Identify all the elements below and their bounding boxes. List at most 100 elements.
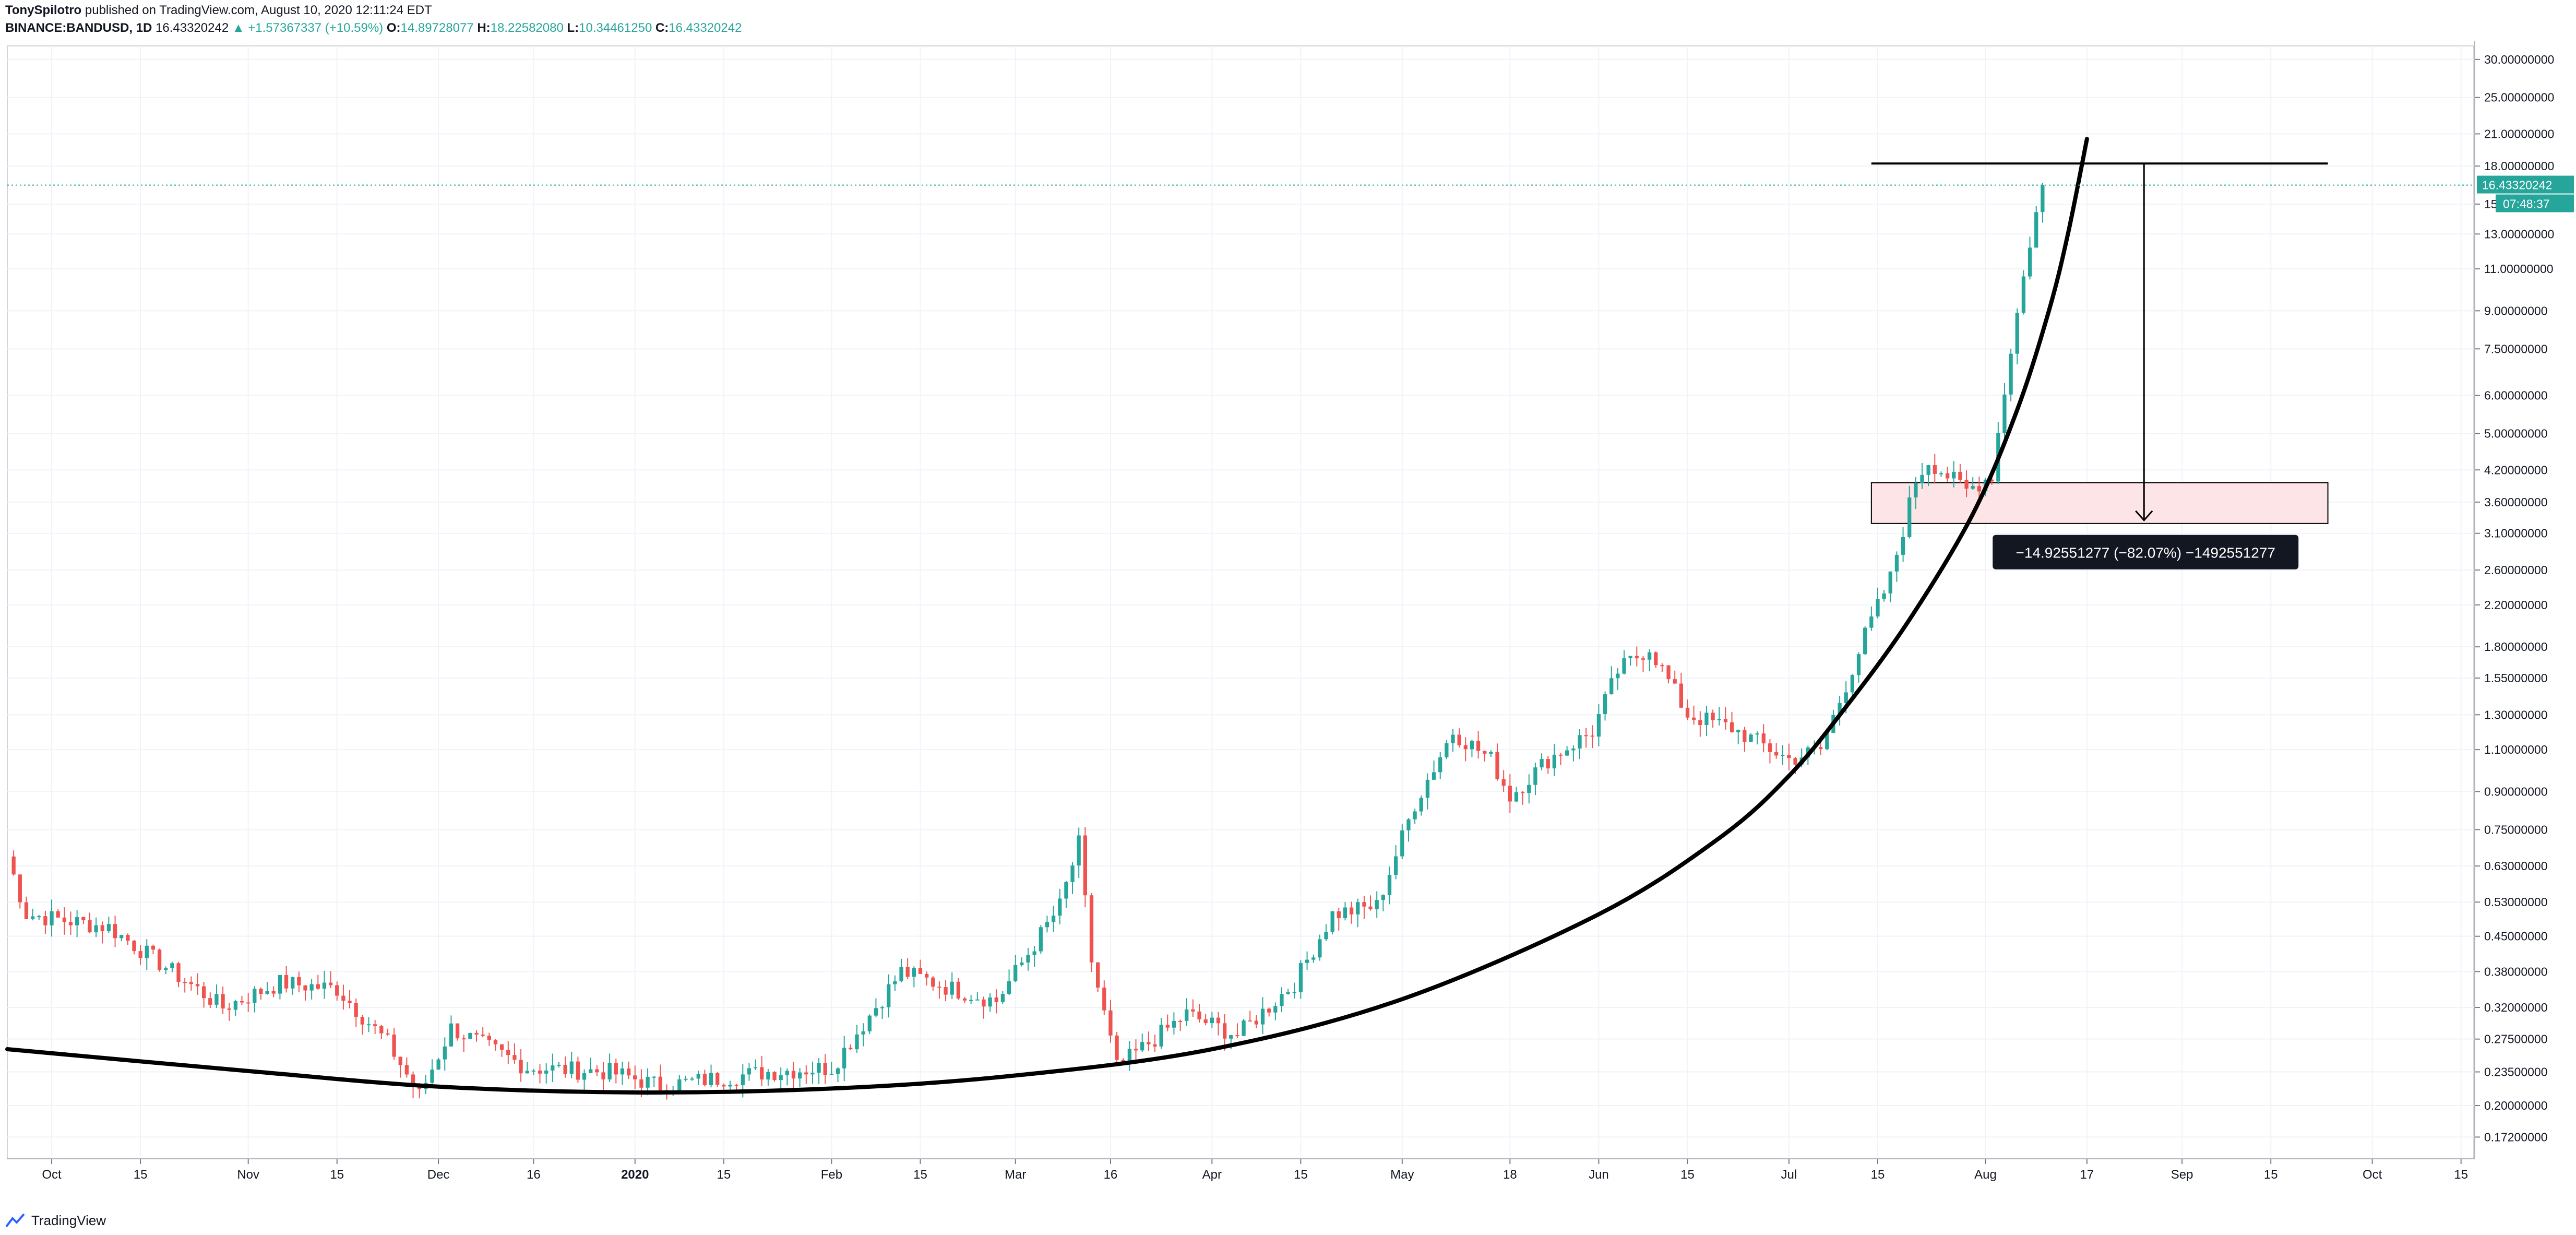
- candle-body: [151, 945, 156, 950]
- candle-body: [208, 998, 212, 1005]
- candle-body: [1508, 786, 1512, 802]
- candle-body: [874, 1008, 878, 1016]
- candle-body: [512, 1055, 517, 1060]
- candle-body: [1876, 599, 1880, 617]
- candle-body: [519, 1060, 523, 1074]
- candle-body: [899, 967, 903, 981]
- candle-body: [1679, 683, 1684, 708]
- candle-body: [823, 1063, 827, 1075]
- candle-body: [1286, 992, 1290, 994]
- candle-body: [1425, 779, 1430, 798]
- candle-body: [867, 1015, 872, 1031]
- candle-body: [1654, 652, 1658, 666]
- y-tick-label: 4.20000000: [2484, 463, 2548, 477]
- candle-body: [1540, 759, 1544, 768]
- candle-body: [120, 935, 124, 939]
- candle-body: [988, 997, 992, 1007]
- candle-body: [1298, 963, 1303, 992]
- candle-body: [1850, 675, 1855, 693]
- y-tick-label: 0.23500000: [2484, 1065, 2548, 1079]
- candle-body: [551, 1065, 555, 1071]
- candle-body: [30, 916, 35, 919]
- candle-body: [1362, 902, 1366, 907]
- candle-body: [1026, 955, 1030, 963]
- candle-body: [1596, 714, 1601, 737]
- candle-body: [227, 1008, 231, 1010]
- candle-body: [1768, 743, 1772, 752]
- candle-body: [1445, 743, 1449, 757]
- candle-body: [1172, 1020, 1176, 1028]
- x-tick-label: Mar: [1005, 1168, 1026, 1182]
- candle-body: [1616, 673, 1620, 679]
- candle-body: [1673, 679, 1677, 684]
- candle-body: [747, 1068, 752, 1075]
- candle-body: [2021, 276, 2026, 313]
- candle-body: [639, 1079, 643, 1088]
- candle-body: [88, 920, 92, 933]
- candle-body: [265, 991, 269, 994]
- candle-body: [1743, 730, 1747, 742]
- candle-body: [1514, 792, 1519, 802]
- candle-body: [271, 991, 276, 994]
- y-tick-label: 6.00000000: [2484, 389, 2548, 402]
- candle-body: [1964, 480, 1969, 489]
- candle-body: [1901, 537, 1905, 555]
- symbol-label[interactable]: BINANCE:BANDUSD, 1D: [5, 21, 152, 35]
- x-tick-label: Jun: [1589, 1168, 1609, 1182]
- tradingview-brand[interactable]: TradingView: [31, 1212, 106, 1228]
- candle-body: [1641, 658, 1645, 660]
- y-tick-label: 1.80000000: [2484, 640, 2548, 654]
- candle-body: [430, 1070, 434, 1083]
- candle-body: [1685, 707, 1690, 718]
- candle-body: [291, 977, 295, 989]
- candle-body: [1387, 874, 1392, 895]
- candle-body: [1844, 692, 1848, 703]
- candle-body: [106, 924, 111, 932]
- candle-body: [1609, 678, 1614, 695]
- candle-body: [817, 1063, 821, 1073]
- candle-body: [1489, 752, 1493, 754]
- candle-body: [1147, 1042, 1151, 1044]
- candle-body: [646, 1076, 650, 1088]
- candle-body: [1064, 882, 1068, 899]
- countdown-label: 07:48:37: [2503, 197, 2550, 211]
- price-badge: [2477, 175, 2574, 194]
- x-tick-label: Aug: [1974, 1168, 1997, 1182]
- y-tick-label: 0.17200000: [2484, 1130, 2548, 1144]
- candle-body: [861, 1031, 865, 1035]
- candle-body: [1527, 785, 1531, 793]
- y-tick-label: 3.60000000: [2484, 495, 2548, 509]
- low-value: 10.34461250: [579, 21, 652, 35]
- footer: TradingView: [5, 1209, 106, 1232]
- y-tick-label: 3.10000000: [2484, 527, 2548, 540]
- candle-body: [2002, 394, 2007, 433]
- candle-body: [1248, 1020, 1252, 1022]
- x-tick-label: Oct: [2363, 1168, 2382, 1182]
- candle-body: [715, 1073, 720, 1085]
- candle-body: [1660, 665, 1664, 667]
- close-label: C:: [655, 21, 669, 35]
- candle-body: [1793, 758, 1797, 765]
- candle-body: [506, 1050, 510, 1055]
- candle-body: [893, 981, 897, 984]
- candle-body: [779, 1075, 783, 1080]
- y-tick-label: 1.10000000: [2484, 743, 2548, 756]
- author-name[interactable]: TonySpilotro: [5, 3, 82, 17]
- candle-body: [1273, 1006, 1278, 1013]
- candle-body: [1787, 755, 1791, 758]
- candle-body: [1914, 483, 1918, 498]
- candle-body: [1977, 486, 1982, 492]
- candle-body: [1926, 465, 1930, 475]
- candle-body: [328, 982, 333, 985]
- candle-body: [214, 994, 219, 1005]
- candle-body: [11, 856, 16, 875]
- candle-body: [728, 1085, 732, 1087]
- tradingview-logo-icon[interactable]: [5, 1213, 26, 1228]
- candle-body: [829, 1074, 834, 1075]
- candle-body: [944, 987, 948, 995]
- candle-body: [493, 1040, 498, 1044]
- candle-body: [1698, 720, 1702, 726]
- candle-body: [950, 981, 954, 995]
- candle-body: [56, 911, 60, 918]
